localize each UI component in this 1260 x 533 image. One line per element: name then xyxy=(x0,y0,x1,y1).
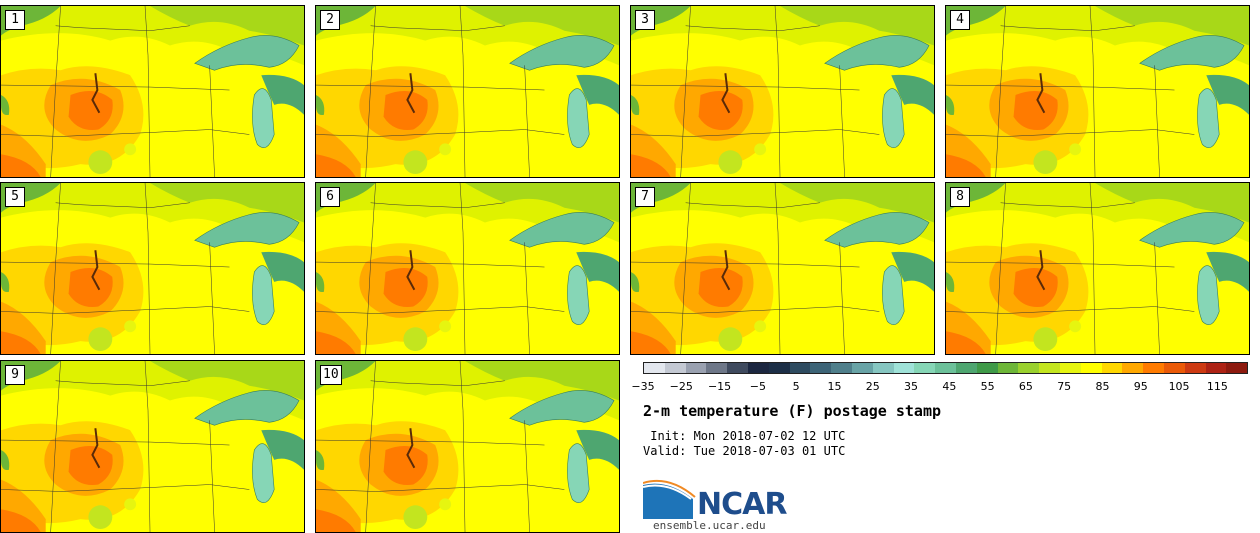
map-panel: 8 xyxy=(945,182,1250,355)
colorbar-tick-label: 45 xyxy=(942,380,957,393)
temperature-map xyxy=(1,361,304,532)
colorbar-swatch xyxy=(789,363,811,373)
map-panel: 7 xyxy=(630,182,935,355)
colorbar-tick-label: −15 xyxy=(707,380,732,393)
colorbar-swatch xyxy=(955,363,977,373)
colorbar-ticks: −35 −25 −15 −5 5 15 25 35 45 55 65 75 85 95 105 115 xyxy=(631,380,1248,394)
map-panel: 6 xyxy=(315,182,620,355)
temperature-map xyxy=(946,6,1249,177)
colorbar-swatch xyxy=(872,363,894,373)
colorbar-swatch xyxy=(1039,363,1060,373)
map-panel: 2 xyxy=(315,5,620,178)
colorbar-tick-label: 25 xyxy=(865,380,880,393)
colorbar-tick-label: 105 xyxy=(1168,380,1190,393)
member-label: 1 xyxy=(5,10,25,30)
colorbar-swatch xyxy=(1101,363,1123,373)
colorbar-tick-label: 75 xyxy=(1057,380,1072,393)
map-panel: 10 xyxy=(315,360,620,533)
colorbar-swatch xyxy=(851,363,873,373)
temperature-map xyxy=(316,183,619,354)
colorbar-swatch xyxy=(1122,363,1144,373)
colorbar-swatch xyxy=(914,363,936,373)
colorbar xyxy=(643,362,1248,374)
colorbar-swatch xyxy=(768,363,790,373)
colorbar-swatch xyxy=(810,363,832,373)
colorbar-tick-label: 55 xyxy=(980,380,995,393)
colorbar-swatch xyxy=(976,363,998,373)
colorbar-tick-label: 85 xyxy=(1095,380,1110,393)
colorbar-swatch xyxy=(1018,363,1040,373)
colorbar-tick-label: 115 xyxy=(1206,380,1228,393)
colorbar-tick-label: 95 xyxy=(1133,380,1148,393)
colorbar-swatch xyxy=(706,363,728,373)
temperature-map xyxy=(316,6,619,177)
colorbar-swatch xyxy=(727,363,748,373)
temperature-map xyxy=(1,6,304,177)
temperature-map xyxy=(631,6,934,177)
member-label: 7 xyxy=(635,187,655,207)
member-label: 10 xyxy=(320,365,342,385)
init-time: Init: Mon 2018-07-02 12 UTC xyxy=(643,429,846,443)
colorbar-swatch xyxy=(1163,363,1185,373)
map-panel: 3 xyxy=(630,5,935,178)
colorbar-swatch xyxy=(1226,363,1248,373)
colorbar-swatch xyxy=(893,363,915,373)
colorbar-tick-label: 5 xyxy=(792,380,800,393)
temperature-map xyxy=(631,183,934,354)
colorbar-tick-label: 15 xyxy=(827,380,842,393)
member-label: 3 xyxy=(635,10,655,30)
valid-time: Valid: Tue 2018-07-03 01 UTC xyxy=(643,444,846,458)
map-panel: 9 xyxy=(0,360,305,533)
colorbar-tick-label: −25 xyxy=(669,380,693,393)
member-label: 2 xyxy=(320,10,340,30)
colorbar-swatch xyxy=(935,363,956,373)
map-panel: 5 xyxy=(0,182,305,355)
map-panel: 1 xyxy=(0,5,305,178)
temperature-map xyxy=(316,361,619,532)
temperature-map xyxy=(946,183,1249,354)
ncar-logo-text: NCAR xyxy=(697,487,787,522)
colorbar-swatch xyxy=(685,363,707,373)
colorbar-swatch xyxy=(831,363,852,373)
colorbar-tick-label: −5 xyxy=(749,380,766,393)
colorbar-swatch xyxy=(1143,363,1164,373)
colorbar-swatch xyxy=(644,363,665,373)
colorbar-tick-label: 35 xyxy=(904,380,919,393)
colorbar-swatch xyxy=(747,363,769,373)
colorbar-swatch xyxy=(1059,363,1081,373)
member-label: 8 xyxy=(950,187,970,207)
member-label: 6 xyxy=(320,187,340,207)
site-url: ensemble.ucar.edu xyxy=(653,519,766,532)
member-label: 4 xyxy=(950,10,970,30)
figure-title: 2-m temperature (F) postage stamp xyxy=(643,402,942,420)
colorbar-tick-label: 65 xyxy=(1018,380,1033,393)
temperature-map xyxy=(1,183,304,354)
member-label: 5 xyxy=(5,187,25,207)
colorbar-swatch xyxy=(1184,363,1206,373)
colorbar-swatch xyxy=(1080,363,1102,373)
member-label: 9 xyxy=(5,365,25,385)
colorbar-swatch xyxy=(664,363,686,373)
colorbar-swatch xyxy=(997,363,1019,373)
map-panel: 4 xyxy=(945,5,1250,178)
colorbar-swatch xyxy=(1205,363,1227,373)
ncar-logo-icon xyxy=(643,479,696,519)
colorbar-tick-label: −35 xyxy=(631,380,655,393)
